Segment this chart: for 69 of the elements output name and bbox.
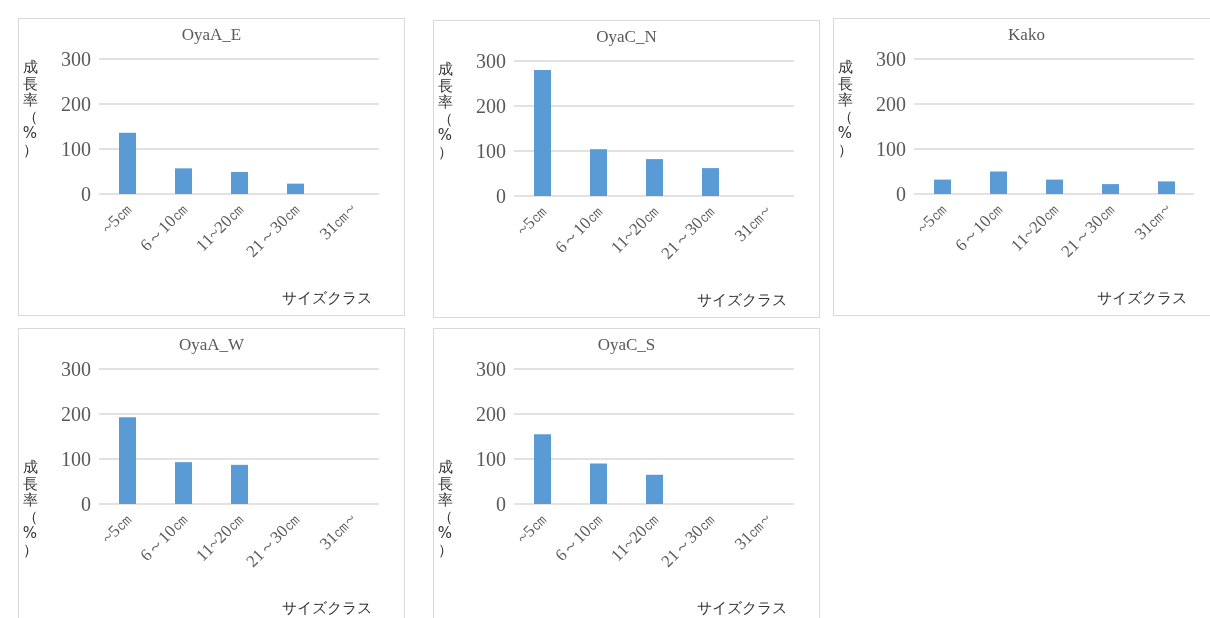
bar [934,179,951,194]
x-axis-title: サイズクラス [282,599,372,618]
y-tick-label: 100 [61,138,91,161]
bar [990,171,1007,194]
x-tick-label: 6～10㎝ [551,509,607,565]
x-tick-label: ~5㎝ [97,199,136,238]
y-tick-label: 200 [61,403,91,426]
y-axis-title: 成長率（%） [436,458,454,559]
x-tick-label: 21～30㎝ [1057,199,1119,261]
bar [646,159,663,196]
bar [175,168,192,194]
x-axis-title: サイズクラス [1097,289,1187,308]
y-tick-label: 0 [896,183,906,206]
bar [1102,184,1119,194]
x-tick-label: ~5㎝ [512,201,551,240]
bar [287,183,304,194]
chart-title: OyaA_W [177,335,246,355]
bar [590,463,607,504]
x-tick-label: 21～30㎝ [242,199,304,261]
bar [1046,179,1063,194]
bar [119,417,136,504]
y-tick-label: 0 [496,493,506,516]
bar [590,149,607,196]
bar [231,464,248,504]
x-axis-title: サイズクラス [282,289,372,308]
x-tick-label: 6～10㎝ [551,201,607,257]
bar [1158,181,1175,194]
y-tick-label: 300 [476,358,506,381]
y-tick-label: 100 [876,138,906,161]
y-tick-label: 100 [476,448,506,471]
x-tick-label: ~5㎝ [512,509,551,548]
y-axis-title: 成長率（%） [836,58,854,159]
bar [534,434,551,504]
y-tick-label: 300 [61,358,91,381]
y-tick-label: 200 [876,93,906,116]
x-tick-label: 6～10㎝ [951,199,1007,255]
x-tick-label: ~5㎝ [912,199,951,238]
y-tick-label: 100 [476,140,506,163]
y-axis-title: 成長率（%） [436,60,454,161]
x-tick-label: 6～10㎝ [136,509,192,565]
y-tick-label: 200 [476,403,506,426]
bar [119,132,136,194]
x-tick-label: ~5㎝ [97,509,136,548]
y-axis-title: 成長率（%） [21,58,39,159]
chart-title: OyaC_S [596,335,657,355]
bar [646,474,663,504]
x-tick-label: 21～30㎝ [242,509,304,571]
bar [175,462,192,504]
bar [231,171,248,194]
bar [702,168,719,196]
chart-title: Kako [1007,25,1046,45]
y-axis-title: 成長率（%） [21,458,39,559]
chart-title: OyaA_E [180,25,243,45]
y-tick-label: 0 [81,183,91,206]
y-tick-label: 0 [81,493,91,516]
y-tick-label: 100 [61,448,91,471]
y-tick-label: 200 [61,93,91,116]
x-tick-label: 21～30㎝ [657,201,719,263]
y-tick-label: 0 [496,185,506,208]
chart-title: OyaC_N [595,27,658,47]
x-axis-title: サイズクラス [697,599,787,618]
x-tick-label: 6～10㎝ [136,199,192,255]
y-tick-label: 300 [876,48,906,71]
y-tick-label: 200 [476,95,506,118]
y-tick-label: 300 [476,50,506,73]
x-axis-title: サイズクラス [697,291,787,310]
x-tick-label: 21～30㎝ [657,509,719,571]
y-tick-label: 300 [61,48,91,71]
bar [534,70,551,196]
